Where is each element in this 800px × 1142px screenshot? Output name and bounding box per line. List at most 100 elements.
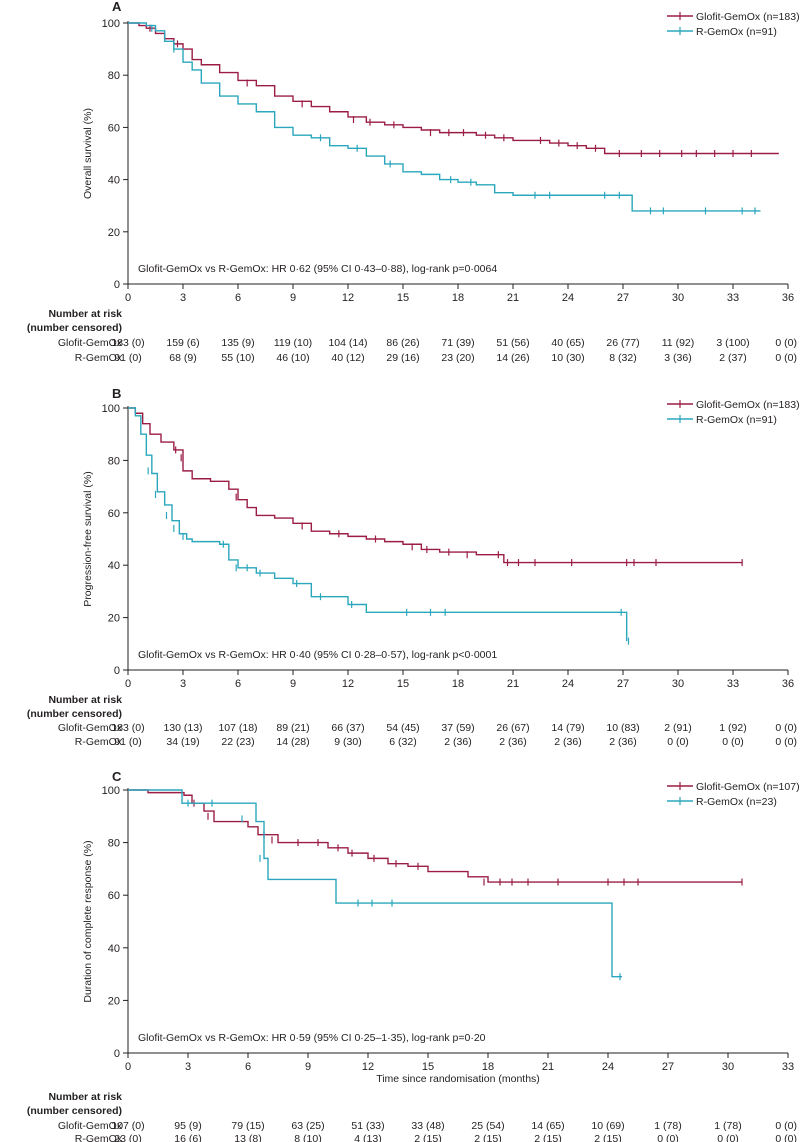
risk-value: 55 (10) [221,352,254,364]
x-tick-label: 0 [125,1061,131,1073]
x-tick-label: 27 [662,1061,674,1073]
risk-value: 0 (0) [775,337,797,349]
y-tick-label: 0 [114,279,120,291]
y-tick-label: 80 [108,455,120,467]
y-tick-label: 100 [102,18,120,30]
risk-value: 183 (0) [111,337,144,349]
risk-value: 2 (37) [719,352,746,364]
panel-label: C [112,769,122,784]
y-tick-label: 20 [108,613,120,625]
x-tick-label: 6 [235,292,241,304]
risk-value: 0 (0) [775,722,797,734]
y-axis-label: Progression-free survival (%) [82,471,94,606]
risk-value: 68 (9) [169,352,196,364]
km-curve [128,22,761,212]
risk-value: 8 (32) [609,352,636,364]
y-tick-label: 100 [102,785,120,797]
risk-value: 4 (13) [354,1133,381,1142]
panel-label: B [112,386,121,401]
risk-value: 104 (14) [328,337,367,349]
risk-value: 1 (92) [719,722,746,734]
risk-value: 119 (10) [274,337,312,349]
x-tick-label: 24 [562,678,574,690]
x-tick-label: 3 [185,1061,191,1073]
y-tick-label: 40 [108,560,120,572]
risk-row-label: Glofit-GemOx [58,1120,123,1132]
risk-value: 107 (0) [111,1120,144,1132]
x-tick-label: 21 [542,1061,554,1073]
series-r-gemox [128,789,622,981]
risk-value: 33 (48) [411,1120,444,1132]
x-tick-label: 15 [397,292,409,304]
y-axis-label: Duration of complete response (%) [82,840,94,1002]
risk-value: 86 (26) [386,337,419,349]
risk-value: 10 (30) [551,352,584,364]
risk-value: 0 (0) [722,736,744,748]
risk-value: 54 (45) [386,722,419,734]
x-tick-label: 0 [125,292,131,304]
risk-value: 89 (21) [276,722,309,734]
annotation-text: Glofit-GemOx vs R-GemOx: HR 0·62 (95% CI… [138,263,497,275]
x-tick-label: 6 [245,1061,251,1073]
legend-label: R-GemOx (n=91) [696,26,777,38]
risk-value: 0 (0) [657,1133,679,1142]
x-tick-label: 15 [397,678,409,690]
risk-value: 16 (6) [174,1133,201,1142]
x-tick-label: 21 [507,678,519,690]
x-tick-label: 30 [672,292,684,304]
x-tick-label: 27 [617,292,629,304]
risk-value: 1 (78) [714,1120,741,1132]
y-tick-label: 20 [108,227,120,239]
risk-value: 9 (30) [334,736,361,748]
risk-row-label: Glofit-GemOx [58,722,123,734]
risk-table-subtitle: (number censored) [27,322,122,334]
risk-value: 159 (6) [166,337,199,349]
x-tick-label: 24 [562,292,574,304]
risk-value: 63 (25) [291,1120,324,1132]
risk-value: 71 (39) [441,337,474,349]
x-tick-label: 3 [180,678,186,690]
y-tick-label: 100 [102,403,120,415]
risk-row-label: R-GemOx [75,352,123,364]
risk-value: 51 (33) [351,1120,384,1132]
risk-value: 135 (9) [221,337,254,349]
risk-value: 79 (15) [231,1120,264,1132]
y-tick-label: 60 [108,508,120,520]
risk-table-title: Number at risk [48,308,122,320]
risk-value: 34 (19) [166,736,199,748]
risk-table-title: Number at risk [48,694,122,706]
legend-label: Glofit-GemOx (n=183) [696,399,800,411]
x-tick-label: 33 [727,678,739,690]
x-tick-label: 9 [305,1061,311,1073]
risk-value: 6 (32) [389,736,416,748]
risk-value: 46 (10) [276,352,309,364]
x-tick-label: 12 [342,292,354,304]
risk-value: 91 (0) [114,736,141,748]
series-glofit-gemox [128,789,743,886]
risk-value: 0 (0) [775,1133,797,1142]
risk-value: 0 (0) [717,1133,739,1142]
km-curve [128,407,743,564]
km-curve [128,789,622,978]
risk-value: 26 (77) [606,337,639,349]
risk-value: 1 (78) [654,1120,681,1132]
risk-value: 10 (83) [606,722,639,734]
y-axis-label: Overall survival (%) [82,108,94,199]
risk-value: 11 (92) [662,337,695,349]
risk-table-subtitle: (number censored) [27,708,122,720]
risk-value: 13 (8) [234,1133,261,1142]
risk-value: 40 (65) [551,337,584,349]
risk-value: 25 (54) [471,1120,504,1132]
risk-value: 14 (65) [531,1120,564,1132]
series-glofit-gemox [128,407,743,567]
risk-value: 183 (0) [111,722,144,734]
risk-row-label: R-GemOx [75,736,123,748]
risk-value: 2 (15) [594,1133,621,1142]
x-tick-label: 24 [602,1061,614,1073]
x-tick-label: 33 [782,1061,794,1073]
risk-value: 51 (56) [496,337,529,349]
risk-value: 2 (91) [664,722,691,734]
x-tick-label: 30 [722,1061,734,1073]
risk-row-label: Glofit-GemOx [58,337,123,349]
